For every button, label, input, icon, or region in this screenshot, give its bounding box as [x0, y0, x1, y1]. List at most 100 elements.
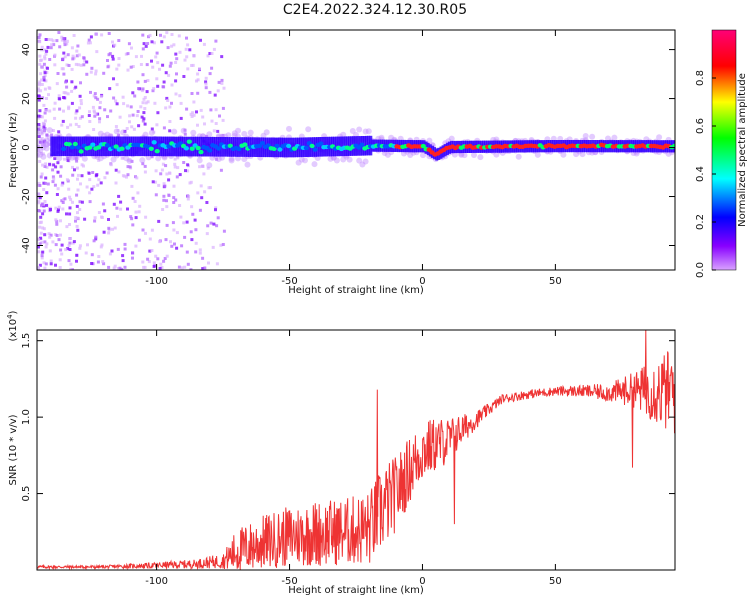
noise-speckle [87, 114, 91, 117]
noise-speckle [68, 241, 72, 245]
noise-speckle [82, 56, 86, 60]
noise-speckle [214, 39, 218, 43]
noise-speckle [144, 44, 148, 48]
noise-speckle [208, 90, 212, 94]
noise-speckle [141, 162, 145, 166]
noise-speckle [117, 133, 121, 137]
noise-speckle [141, 260, 145, 264]
noise-speckle [204, 82, 208, 86]
noise-speckle [172, 184, 176, 188]
noise-speckle [141, 47, 145, 51]
colorbar-tick-label: 0.0 [695, 262, 706, 278]
noise-speckle [63, 40, 67, 44]
noise-speckle [151, 65, 155, 69]
noise-speckle [182, 161, 186, 164]
noise-speckle [152, 41, 156, 45]
noise-speckle [112, 77, 115, 81]
noise-speckle [172, 201, 176, 204]
noise-speckle [143, 122, 147, 126]
noise-speckle [46, 182, 50, 186]
noise-speckle [115, 102, 119, 106]
noise-speckle [177, 265, 181, 269]
noise-speckle [37, 87, 41, 91]
noise-speckle [94, 96, 98, 100]
noise-speckle [42, 188, 46, 191]
noise-speckle [39, 72, 43, 76]
ridge-blob [242, 142, 248, 147]
noise-speckle [41, 163, 45, 167]
noise-speckle [44, 262, 48, 266]
ridge-blob [148, 146, 154, 151]
noise-speckle [129, 215, 133, 219]
y-tick-label: 40 [21, 43, 32, 56]
noise-speckle [201, 115, 205, 119]
noise-speckle [37, 114, 41, 118]
noise-speckle [74, 216, 78, 220]
noise-speckle [64, 248, 68, 252]
snr-y-ticks: 0.5 1.0 1.5 [21, 333, 675, 502]
noise-speckle [42, 204, 46, 208]
noise-speckle [53, 53, 57, 57]
noise-speckle [175, 72, 178, 76]
noise-speckle [38, 140, 42, 144]
noise-speckle [190, 64, 194, 67]
noise-speckle [212, 129, 216, 133]
noise-speckle [199, 38, 202, 42]
noise-speckle [143, 265, 147, 269]
halo-dot [228, 157, 235, 164]
ridge-blob [61, 146, 67, 152]
halo-dot [560, 151, 567, 158]
noise-speckle [208, 72, 212, 76]
noise-speckle [170, 44, 174, 48]
noise-speckle [222, 86, 226, 90]
noise-speckle [146, 79, 150, 82]
noise-speckle [168, 105, 172, 109]
noise-speckle [52, 43, 56, 47]
noise-speckle [50, 133, 54, 137]
noise-speckle [166, 99, 170, 102]
noise-speckle [154, 55, 158, 59]
halo-dot [260, 132, 267, 139]
noise-speckle [106, 65, 110, 69]
noise-speckle [164, 71, 168, 75]
noise-speckle [220, 78, 224, 82]
halo-dot [142, 131, 149, 138]
noise-speckle [221, 106, 225, 110]
noise-speckle [146, 100, 150, 104]
noise-speckle [170, 244, 174, 248]
noise-speckle [216, 89, 220, 93]
noise-speckle [71, 57, 75, 61]
noise-speckle [205, 134, 209, 138]
halo-dot [123, 155, 130, 162]
ridge-blob [72, 141, 78, 147]
noise-speckle [148, 33, 152, 37]
noise-speckle [76, 228, 80, 232]
y-tick-label: 20 [21, 92, 32, 105]
halo-dot [97, 130, 104, 137]
noise-speckle [196, 78, 200, 82]
noise-speckle [161, 162, 165, 166]
noise-speckle [71, 200, 74, 204]
noise-speckle [184, 169, 187, 173]
noise-speckle [40, 78, 44, 82]
noise-speckle [58, 258, 62, 262]
halo-dot [43, 141, 50, 148]
noise-speckle [93, 219, 97, 223]
halo-dot [589, 133, 596, 140]
noise-speckle [83, 59, 87, 63]
noise-speckle [125, 175, 128, 179]
noise-speckle [39, 231, 43, 235]
halo-dot [407, 152, 414, 158]
noise-speckle [55, 193, 59, 196]
noise-speckle [146, 257, 150, 261]
noise-speckle [58, 266, 62, 269]
noise-speckle [154, 169, 158, 173]
noise-speckle [162, 198, 166, 202]
noise-speckle [137, 238, 141, 242]
halo-dot [388, 134, 395, 141]
halo-dot [37, 152, 40, 159]
noise-speckle [114, 125, 118, 128]
noise-speckle [219, 168, 223, 172]
noise-speckle [186, 262, 190, 266]
noise-speckle [59, 248, 63, 252]
